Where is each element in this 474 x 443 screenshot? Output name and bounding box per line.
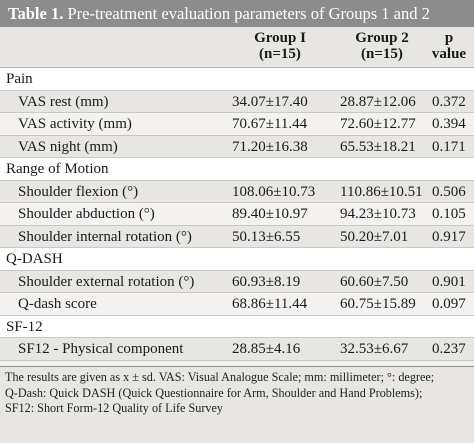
p-value: 0.097	[432, 296, 466, 312]
section-row: Range of Motion	[0, 158, 474, 181]
header-group2: Group 2 (n=15)	[342, 30, 422, 62]
row-label: Shoulder abduction (°)	[18, 206, 155, 222]
p-value: 0.917	[432, 228, 466, 245]
group2-value: 32.53±6.67	[340, 341, 409, 357]
group2-value: 72.60±12.77	[340, 116, 416, 132]
group1-value: 89.40±10.97	[232, 206, 308, 222]
group1-value: 28.85±4.16	[232, 341, 301, 357]
table-row: VAS night (mm) 71.20±16.38 65.53±18.21 0.17…	[0, 135, 474, 158]
group2-value: 60.75±15.89	[340, 296, 416, 312]
p-value: 0.237	[432, 341, 466, 357]
footnote-line: SF12: Short Form-12 Quality of Life Surv…	[5, 401, 224, 415]
group1-value: 108.06±10.73	[232, 183, 316, 200]
table-footnote: The results are given as x ± sd. VAS: Vi…	[0, 366, 474, 443]
row-label: Shoulder flexion (°)	[18, 183, 139, 200]
group2-value: 65.53±18.21	[340, 138, 416, 155]
header-group2-title: Group 2	[355, 30, 409, 46]
row-label: Q-dash score	[18, 296, 97, 312]
table-header-row: Group I (n=15) Group 2 (n=15) p value	[0, 27, 474, 68]
section-label: SF-12	[6, 318, 43, 335]
p-value: 0.901	[432, 273, 466, 290]
table-row: Shoulder abduction (°) 89.40±10.97 94.23±1…	[0, 203, 474, 226]
row-label: VAS activity (mm)	[18, 116, 132, 132]
group2-value: 110.86±10.51	[340, 183, 423, 200]
row-label: VAS night (mm)	[18, 138, 118, 155]
footnote-line: The results are given as x ± sd. VAS: Vi…	[5, 370, 435, 384]
row-label: Shoulder external rotation (°)	[18, 273, 195, 290]
p-value: 0.171	[432, 138, 466, 155]
footnote-line: Q-Dash: Quick DASH (Quick Questionnaire …	[5, 385, 423, 400]
group1-value: 68.86±11.44	[232, 296, 308, 312]
header-p: p	[444, 30, 454, 46]
section-label: Range of Motion	[6, 161, 109, 177]
table-row: Shoulder internal rotation (°) 50.13±6.55…	[0, 225, 474, 248]
section-label: Pain	[6, 71, 33, 87]
table-row: Q-dash score 68.86±11.44 60.75±15.89 0.097	[0, 293, 474, 316]
table-row: VAS rest (mm) 34.07±17.40 28.87±12.06 0.372	[0, 90, 474, 113]
header-value: value	[431, 46, 467, 62]
p-value: 0.506	[432, 183, 466, 200]
section-row: SF-12	[0, 315, 474, 338]
header-group1-n: (n=15)	[259, 46, 301, 62]
row-label: SF12 - Physical component	[18, 341, 184, 357]
row-label: VAS rest (mm)	[18, 93, 109, 110]
group2-value: 60.60±7.50	[340, 273, 409, 290]
p-value: 0.394	[432, 116, 466, 132]
table-row: Shoulder external rotation (°) 60.93±8.19…	[0, 270, 474, 293]
group1-value: 60.93±8.19	[232, 273, 301, 290]
group2-value: 28.87±12.06	[340, 93, 416, 110]
table-row: Shoulder flexion (°) 108.06±10.73 110.86±1…	[0, 180, 474, 203]
group2-value: 94.23±10.73	[340, 206, 416, 222]
row-label: Shoulder internal rotation (°)	[18, 228, 192, 245]
section-row: Pain	[0, 68, 474, 91]
header-group2-n: (n=15)	[361, 46, 403, 62]
header-group1: Group I (n=15)	[240, 30, 320, 62]
group1-value: 70.67±11.44	[232, 116, 308, 132]
group1-value: 71.20±16.38	[232, 138, 308, 155]
section-label: Q-DASH	[6, 251, 63, 267]
table-row: SF12 - Physical component 28.85±4.16 32.53…	[0, 338, 474, 361]
group1-value: 50.13±6.55	[232, 228, 301, 245]
table-title: Table 1. Pre-treatment evaluation parame…	[0, 0, 474, 27]
p-value: 0.372	[432, 93, 466, 110]
header-group1-title: Group I	[254, 30, 306, 46]
header-p-value: p value	[426, 30, 472, 62]
p-value: 0.105	[432, 206, 466, 222]
table-row: VAS activity (mm) 70.67±11.44 72.60±12.77 0…	[0, 113, 474, 136]
table-title-prefix: Table 1.	[8, 4, 64, 23]
section-row: Q-DASH	[0, 248, 474, 271]
table-title-text: Pre-treatment evaluation parameters of G…	[63, 4, 430, 23]
group1-value: 34.07±17.40	[232, 93, 308, 110]
group2-value: 50.20±7.01	[340, 228, 409, 245]
